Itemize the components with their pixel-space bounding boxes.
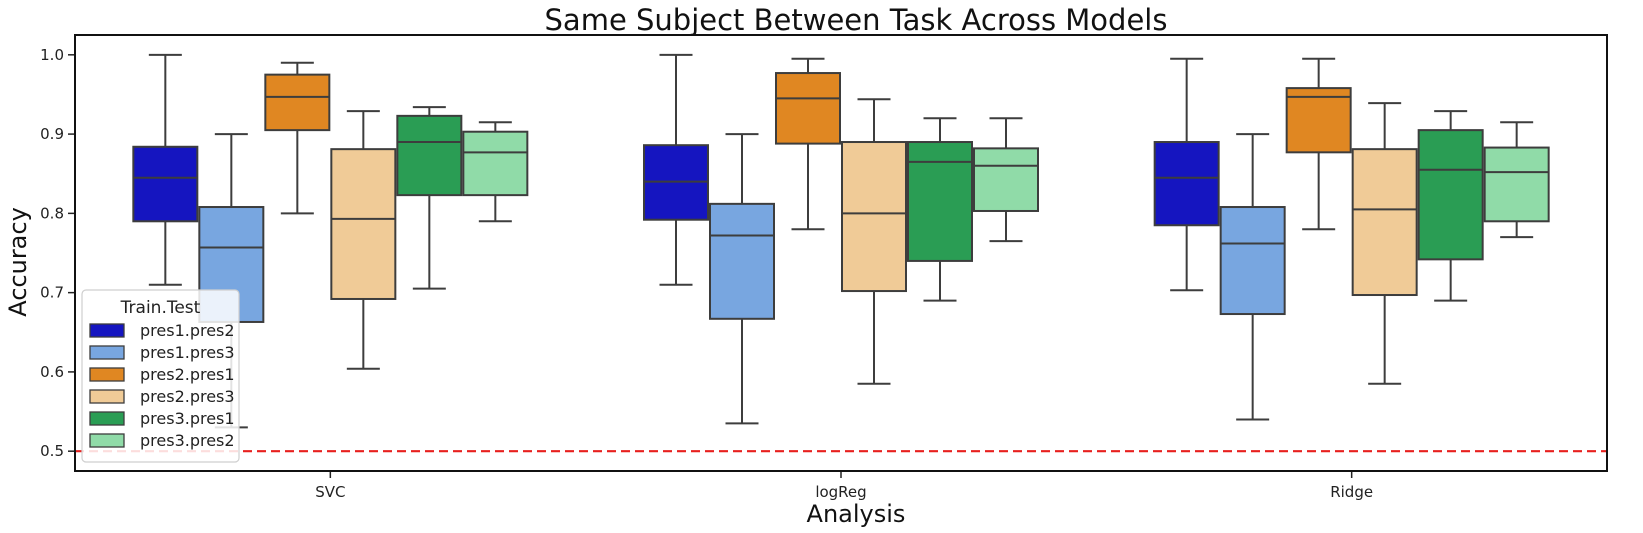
x-tick-label: Ridge [1330, 483, 1373, 501]
box-body [1417, 129, 1484, 261]
legend-entry: pres3.pres2 [89, 431, 235, 450]
x-axis-title: Analysis [807, 500, 906, 528]
plot-area: 0.5 0.6 0.7 0.8 0.9 1.0 SVC logReg Ridge [40, 34, 1608, 501]
box-body [841, 141, 907, 293]
box-pres2-pres1-logReg [775, 57, 841, 231]
box-body [1219, 206, 1286, 316]
chart-title: Same Subject Between Task Across Models [545, 3, 1168, 37]
legend-label: pres2.pres3 [140, 387, 235, 406]
box-pres2-pres1-SVC [264, 61, 331, 215]
box-body [973, 147, 1039, 212]
box-pres1-pres3-Ridge [1219, 133, 1286, 421]
legend-label: pres1.pres3 [140, 343, 235, 362]
y-tick-label: 1.0 [40, 46, 64, 64]
legend-entry: pres2.pres1 [89, 365, 235, 384]
legend-label: pres3.pres1 [140, 409, 235, 428]
box-pres2-pres3-SVC [330, 110, 397, 370]
box-body [709, 202, 775, 320]
legend-swatch [89, 323, 125, 338]
box-body [396, 114, 463, 197]
x-tick-label: logReg [815, 483, 866, 501]
legend-swatch [89, 345, 125, 360]
legend-title: Train.Test [120, 298, 201, 318]
box-body [1153, 141, 1220, 227]
legend-swatch [89, 389, 125, 404]
x-tick-label: SVC [315, 483, 345, 501]
box-pres3-pres1-SVC [396, 106, 463, 290]
box-pres1-pres3-logReg [709, 133, 775, 425]
legend: Train.Test pres1.pres2 pres1.pres3 pres2.pr… [81, 289, 240, 463]
legend-label: pres2.pres1 [140, 365, 235, 384]
box-body [330, 148, 397, 300]
y-tick-label: 0.7 [40, 284, 64, 302]
box-body [1351, 148, 1418, 297]
legend-swatch [89, 411, 125, 426]
box-pres3-pres1-logReg [907, 117, 973, 302]
box-pres2-pres1-Ridge [1285, 57, 1352, 231]
y-tick-label: 0.9 [40, 125, 64, 143]
box-pres2-pres3-Ridge [1351, 102, 1418, 385]
box-body [1285, 87, 1352, 154]
box-pres3-pres2-logReg [973, 117, 1039, 243]
box-pres1-pres2-logReg [643, 53, 709, 286]
legend-swatch [89, 433, 125, 448]
y-axis-title: Accuracy [4, 207, 32, 317]
box-body [132, 145, 199, 223]
y-tick-label: 0.5 [40, 442, 64, 460]
box-body [907, 141, 973, 262]
box-pres1-pres2-SVC [132, 53, 199, 286]
legend-entry: pres1.pres2 [89, 321, 235, 340]
y-tick-label: 0.8 [40, 204, 64, 222]
legend-entry: pres1.pres3 [89, 343, 235, 362]
y-tick-label: 0.6 [40, 363, 64, 381]
axes-frame [74, 34, 1608, 472]
legend-label: pres1.pres2 [140, 321, 235, 340]
legend-entry: pres3.pres1 [89, 409, 235, 428]
box-body [264, 73, 331, 132]
box-pres3-pres2-SVC [462, 121, 529, 223]
box-pres3-pres1-Ridge [1417, 110, 1484, 302]
box-body [462, 130, 529, 197]
box-body [1483, 146, 1550, 223]
legend-label: pres3.pres2 [140, 431, 235, 450]
legend-swatch [89, 367, 125, 382]
box-pres1-pres2-Ridge [1153, 57, 1220, 292]
box-pres2-pres3-logReg [841, 98, 907, 385]
box-pres3-pres2-Ridge [1483, 121, 1550, 239]
legend-entry: pres2.pres3 [89, 387, 235, 406]
box-body [775, 72, 841, 145]
